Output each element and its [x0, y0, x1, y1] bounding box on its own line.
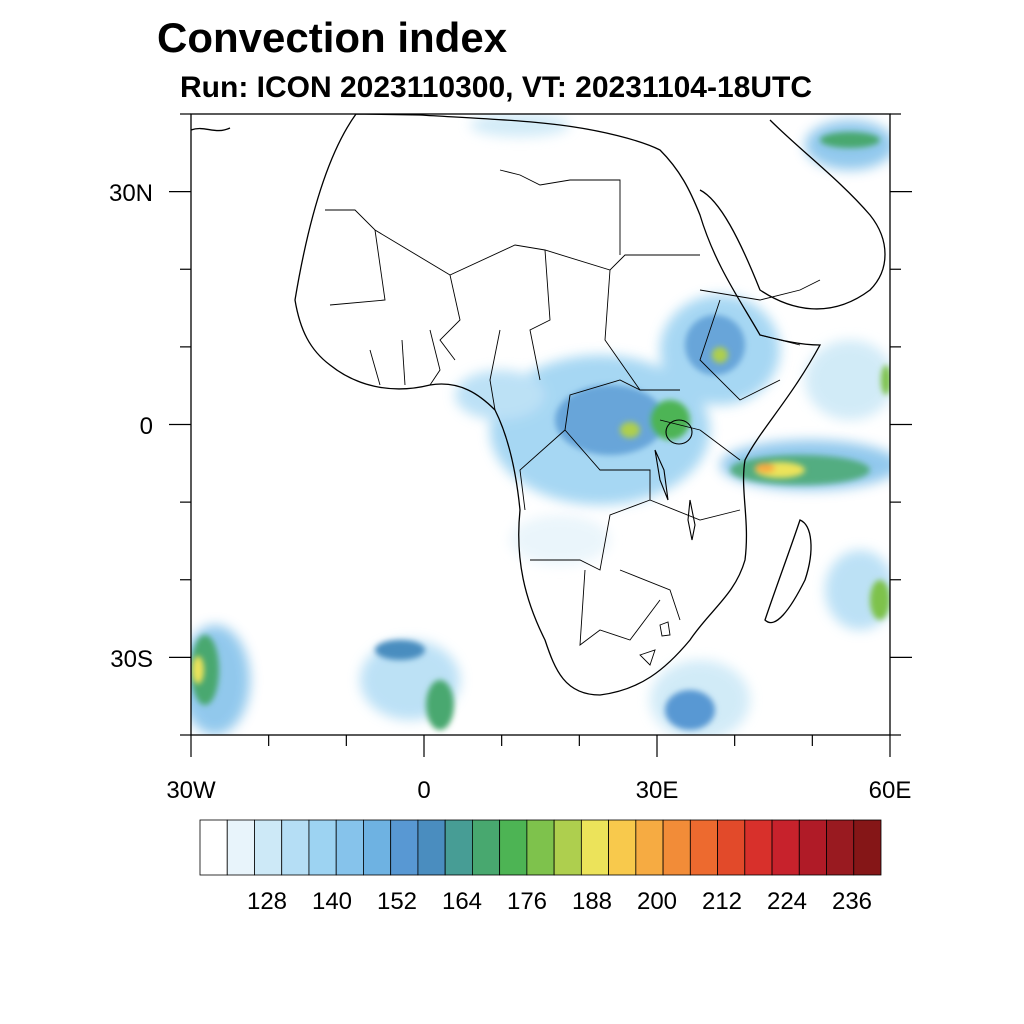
lon-label-30w: 30W — [166, 777, 216, 804]
lat-label-30n: 30N — [108, 180, 153, 207]
colorbar-swatch — [635, 819, 664, 876]
convection-angola — [510, 515, 610, 565]
colorbar-swatch — [689, 819, 718, 876]
colorbar-swatch — [281, 819, 310, 876]
africa-coastline — [294, 114, 822, 696]
colorbar-swatch — [471, 819, 501, 876]
colorbar-swatch — [226, 819, 255, 876]
colorbar-swatch — [826, 819, 855, 876]
colorbar-label: 188 — [571, 888, 613, 915]
colorbar-label: 236 — [831, 888, 873, 915]
convection-gulf-guinea — [455, 370, 545, 420]
coastlines — [191, 114, 886, 696]
colorbar-swatch — [853, 819, 882, 876]
colorbar-swatch — [199, 819, 228, 876]
colorbar-swatch — [363, 819, 392, 876]
colorbar-label: 152 — [376, 888, 418, 915]
colorbar-label: 128 — [246, 888, 288, 915]
colorbar-swatch — [744, 819, 773, 876]
colorbar-swatch — [417, 819, 446, 876]
map-subtitle: Run: ICON 2023110300, VT: 20231104-18UTC — [180, 71, 813, 104]
lon-label-30e: 30E — [635, 777, 679, 804]
colorbar-swatch — [390, 819, 419, 876]
iberia-coast — [191, 127, 231, 132]
country-borders — [325, 169, 821, 666]
convection-arabian-sea — [805, 340, 890, 420]
madagascar — [764, 519, 812, 624]
colorbar-swatch — [608, 819, 637, 876]
colorbar-swatch — [553, 819, 582, 876]
lakes — [654, 419, 696, 541]
colorbar-label: 212 — [701, 888, 743, 915]
colorbar-swatch — [444, 819, 473, 876]
colorbar-swatch — [798, 819, 827, 876]
colorbar-swatch — [335, 819, 364, 876]
lon-label-60e: 60E — [868, 777, 912, 804]
colorbar-swatch — [717, 819, 746, 876]
colorbar-swatch — [254, 819, 283, 876]
colorbar-label: 200 — [636, 888, 678, 915]
colorbar-swatch — [580, 819, 609, 876]
colorbar — [199, 819, 882, 876]
colorbar-swatch — [771, 819, 800, 876]
colorbar-swatch — [526, 819, 555, 876]
convection-field — [191, 114, 890, 735]
lon-label-0: 0 — [417, 777, 431, 804]
colorbar-label: 224 — [766, 888, 808, 915]
colorbar-label: 176 — [506, 888, 548, 915]
colorbar-swatch — [662, 819, 691, 876]
colorbar-swatch — [499, 819, 528, 876]
arabian-peninsula — [699, 119, 886, 310]
colorbar-label: 164 — [441, 888, 483, 915]
lat-label-30s: 30S — [110, 646, 153, 673]
lake-victoria — [665, 419, 693, 445]
colorbar-swatch — [308, 819, 337, 876]
lake-tanganyika — [654, 449, 669, 501]
lat-label-0: 0 — [139, 413, 153, 440]
lake-malawi — [687, 499, 696, 541]
axis-ticks — [169, 113, 912, 757]
map-title: Convection index — [157, 14, 508, 61]
colorbar-label: 140 — [311, 888, 353, 915]
